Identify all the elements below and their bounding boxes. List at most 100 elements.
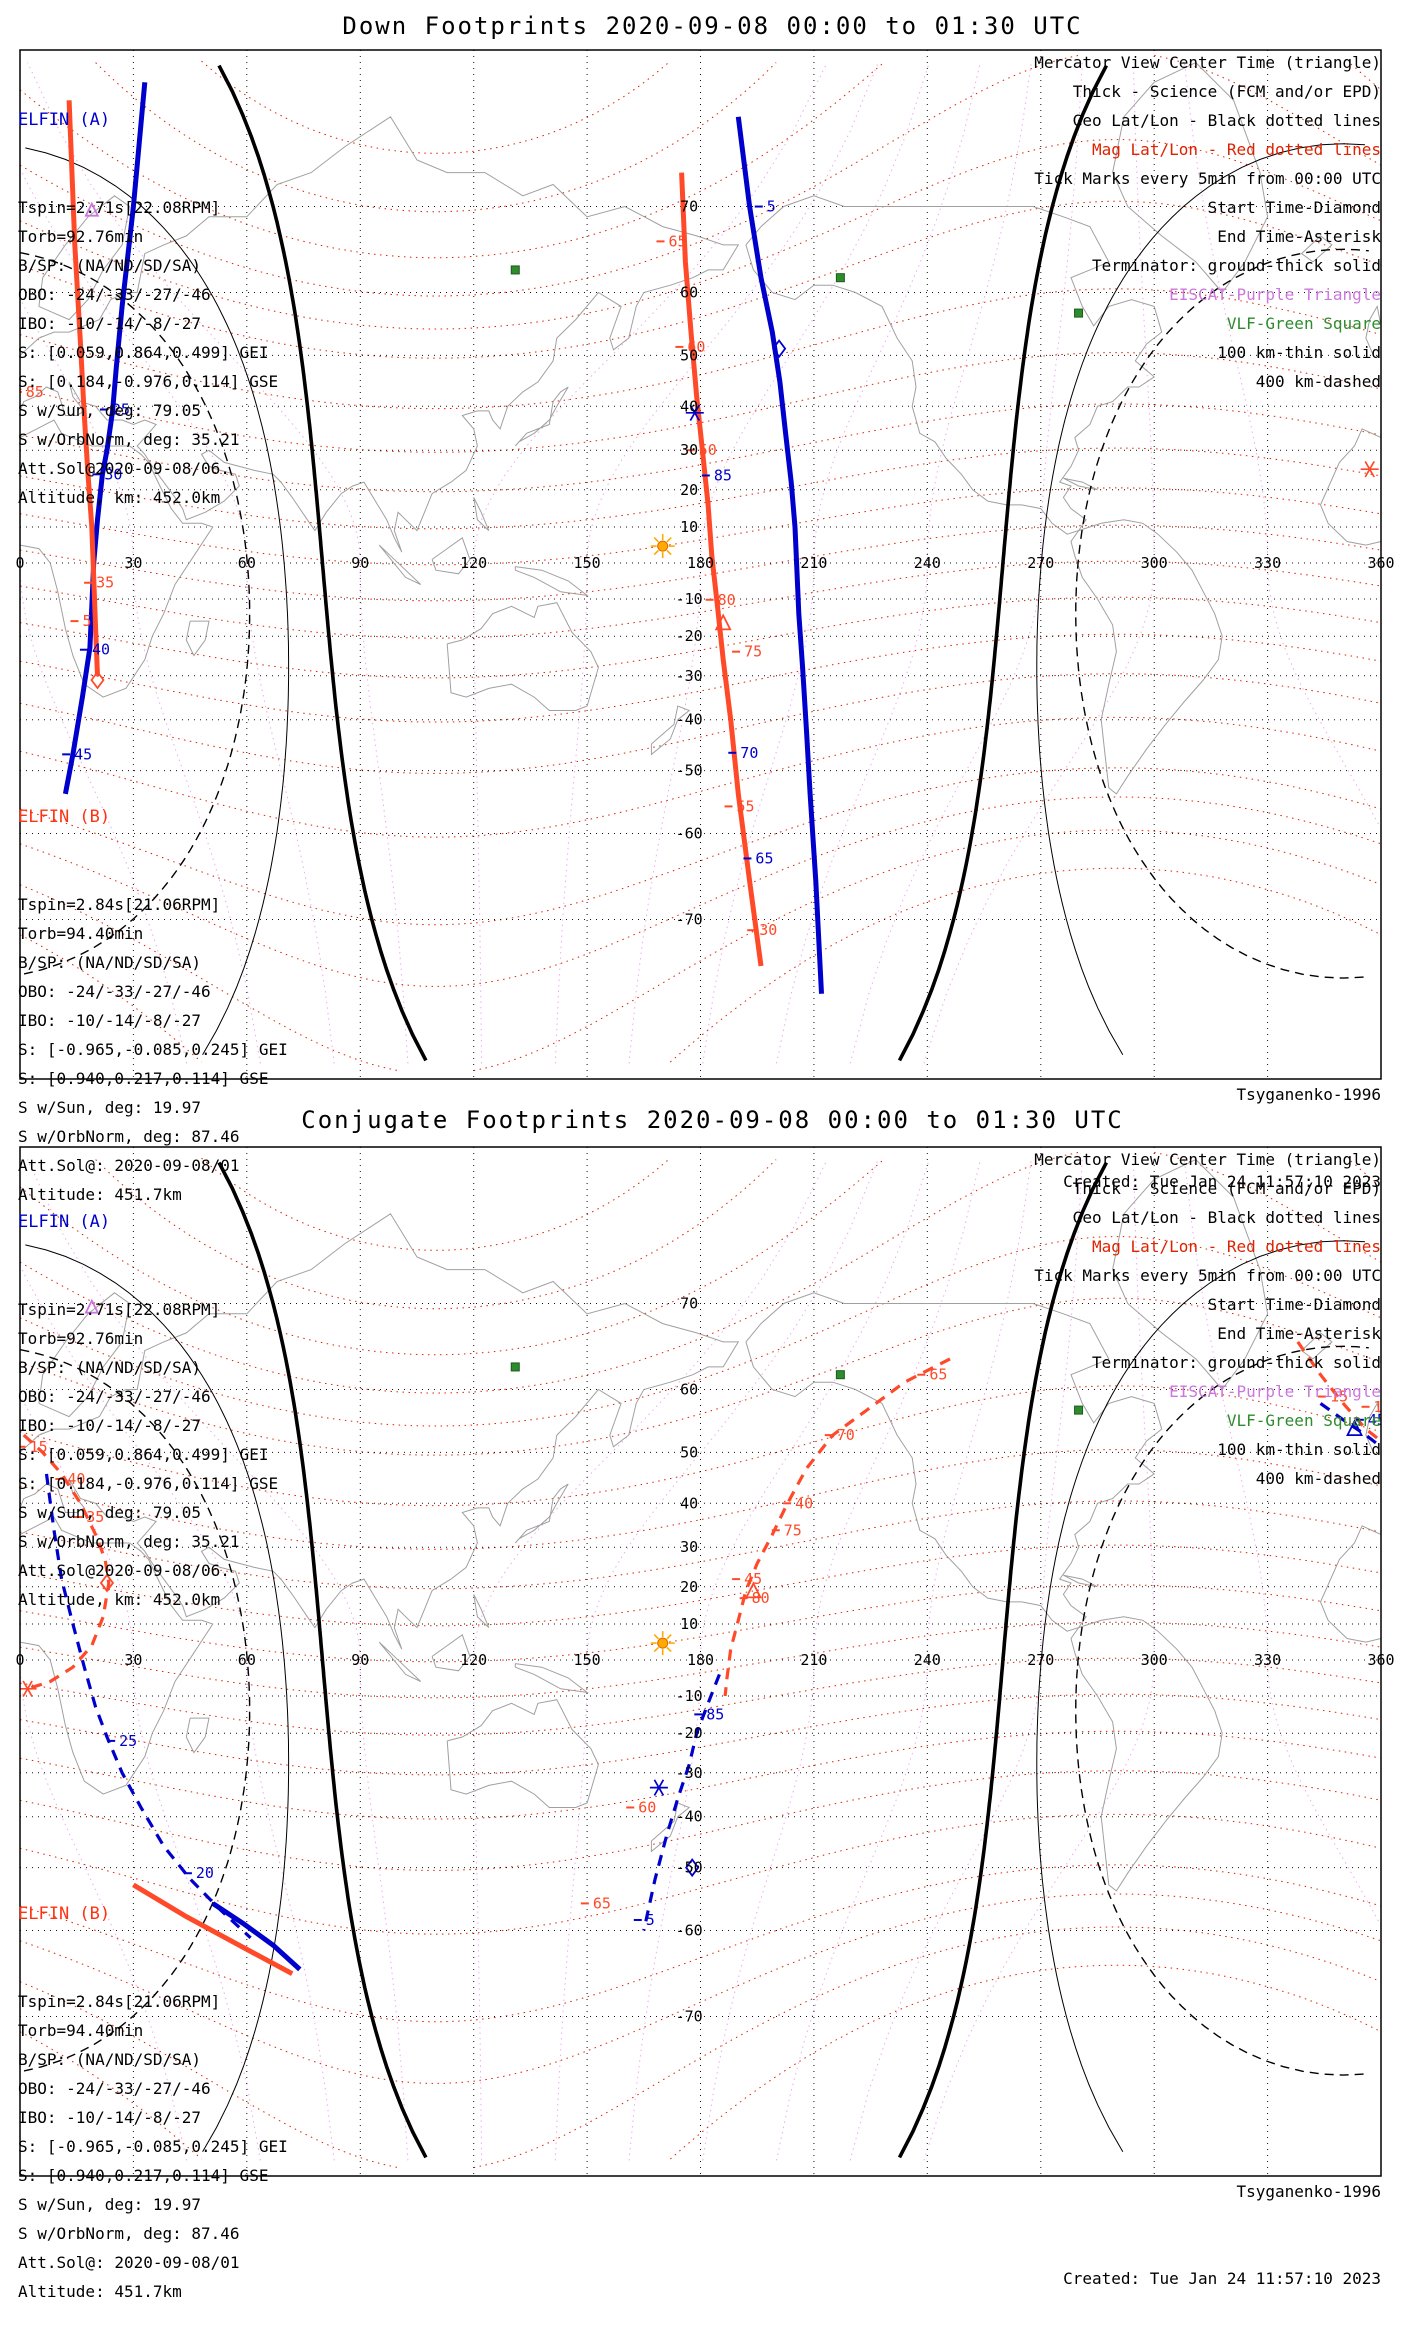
lon-axis-label: 270	[1027, 554, 1054, 572]
lat-axis-label: 70	[680, 1295, 698, 1313]
info-line: Torb=92.76min	[18, 1329, 144, 1348]
time-tick-label: 15	[30, 1438, 48, 1456]
lat-axis-label: 70	[680, 198, 698, 216]
time-tick-label: 55	[737, 797, 755, 815]
model-label: Tsyganenko-1996	[1236, 2182, 1382, 2201]
mag-lat-line	[20, 1730, 1381, 1820]
model-label: Tsyganenko-1996	[1236, 1085, 1382, 1104]
created-label: Created: Tue Jan 24 11:57:10 2023	[1063, 1172, 1381, 1191]
mag-lon-line	[702, 1159, 981, 2161]
info-line: S: [-0.965,-0.085,0.245] GEI	[18, 2137, 288, 2156]
info-line: Tspin=2.71s[22.08RPM]	[18, 198, 221, 217]
axis-labels: 0 30 60 90 120 150 180 210 240 270 300 330 360706050…	[15, 1295, 1394, 2026]
coastline	[20, 419, 214, 698]
info-line: S w/OrbNorm, deg: 87.46	[18, 1127, 240, 1146]
lat-axis-label: -50	[676, 762, 703, 780]
lon-axis-label: 120	[460, 554, 487, 572]
legend-line: 100 km-thin solid	[1217, 1440, 1381, 1459]
info-line: Att.Sol@2020-09-08/06.	[18, 1561, 230, 1580]
coastline	[446, 1699, 599, 1808]
mag-lat-line	[20, 200, 1381, 359]
panel1-title: Down Footprints 2020-09-08 00:00 to 01:3…	[342, 12, 1083, 40]
info-line: S w/OrbNorm, deg: 87.46	[18, 2224, 240, 2243]
info-line: Att.Sol@: 2020-09-08/01	[18, 2253, 240, 2272]
mag-lat-line	[20, 1813, 1381, 1935]
coastline	[1063, 1574, 1098, 1588]
coastline	[38, 195, 131, 321]
terminator-ground-thick	[897, 562, 1005, 1062]
coastline	[20, 1516, 214, 1795]
markers	[90, 339, 1379, 690]
start-time-diamond-icon	[90, 670, 105, 690]
lat-axis-label: 40	[680, 1494, 698, 1512]
terminator-100km-thin	[1040, 1240, 1366, 1664]
vlf-square-icon	[1074, 308, 1084, 318]
lat-axis-label: 10	[680, 1615, 698, 1633]
panel2-title: Conjugate Footprints 2020-09-08 00:00 to…	[301, 1106, 1124, 1134]
asterisk-arm	[1364, 460, 1375, 478]
lat-axis-label: 60	[680, 283, 698, 301]
mag-lon-line	[20, 1394, 261, 2161]
lon-axis-label: 120	[460, 1651, 487, 1669]
info-line: OBO: -24/-33/-27/-46	[18, 982, 211, 1001]
mag-lat-line	[20, 1893, 1381, 2084]
elfin-b-info-lines: Tspin=2.84s[21.06RPM] Torb=94.40min B/SP: …	[18, 890, 288, 1209]
info-line: S: [0.184,-0.976,0.114] GSE	[18, 372, 279, 391]
map-frame	[19, 49, 1382, 1080]
info-line: OBO: -24/-33/-27/-46	[18, 285, 211, 304]
lon-axis-label: 30	[124, 554, 142, 572]
time-tick-label: 40	[92, 641, 110, 659]
terminator-100km-thin	[1040, 143, 1366, 567]
panel2-credits: Tsyganenko-1996 Created: Tue Jan 24 11:5…	[1063, 2119, 1381, 2322]
coastline	[514, 1663, 589, 1694]
info-line: B/SP: (NA/ND/SD/SA)	[18, 1358, 202, 1377]
lat-axis-label: -10	[676, 1687, 703, 1705]
time-tick-label: 75	[744, 643, 762, 661]
lat-axis-label: -40	[676, 1808, 703, 1826]
lon-axis-label: 90	[351, 1651, 369, 1669]
sun-ray	[653, 549, 660, 556]
coastline	[185, 620, 210, 657]
vlf-square-icon	[1074, 1405, 1084, 1415]
info-line: S w/OrbNorm, deg: 35.21	[18, 430, 240, 449]
info-line: B/SP: (NA/ND/SD/SA)	[18, 2050, 202, 2069]
terminator-400km-dashed	[20, 1349, 251, 2072]
time-tick-label: 80	[718, 591, 736, 609]
track-elfin-a	[62, 82, 148, 795]
coastline	[1319, 1525, 1381, 1643]
info-line: S: [0.059,0.864,0.499] GEI	[18, 343, 269, 362]
info-line: IBO: -10/-14/-8/-27	[18, 1416, 202, 1435]
lat-axis-label: -70	[676, 2007, 703, 2025]
mag-lat-line	[20, 1236, 1381, 1427]
sun-disk	[657, 540, 669, 552]
sun-ray	[653, 1634, 660, 1640]
vlf-stations	[510, 1362, 1084, 1415]
sun-ray	[653, 1646, 660, 1653]
time-tick-label: 75	[784, 1521, 802, 1539]
coastline	[1319, 428, 1381, 546]
center-time-triangle-icon	[714, 613, 732, 631]
sun-ray	[666, 1646, 672, 1653]
info-line: IBO: -10/-14/-8/-27	[18, 2108, 202, 2127]
coastline	[1070, 1616, 1223, 1892]
terminator-400km-dashed	[1074, 1665, 1364, 2076]
lon-axis-label: 300	[1141, 554, 1168, 572]
track-elfin-a	[44, 1473, 252, 1939]
elfin-a-info-lines: Tspin=2.71s[22.08RPM] Torb=92.76min B/SP: …	[18, 193, 278, 512]
track-elfin-b	[66, 100, 100, 676]
time-tick-label: 85	[714, 467, 732, 485]
info-line: IBO: -10/-14/-8/-27	[18, 1011, 202, 1030]
coastline	[650, 1802, 691, 1853]
track-elfin-b	[132, 1882, 294, 1976]
track-elfin-b	[723, 1357, 951, 1697]
terminator-ground-thick	[217, 1161, 428, 2159]
legend-line: EISCAT-Purple Triangle	[1169, 285, 1381, 304]
sun-ray	[653, 537, 660, 543]
lon-axis-label: 240	[914, 554, 941, 572]
elfin-a-label: ELFIN (A)	[18, 1212, 111, 1232]
info-line: S w/OrbNorm, deg: 35.21	[18, 1532, 240, 1551]
mag-lon-line	[554, 62, 879, 1064]
track-elfin-a	[735, 116, 824, 994]
